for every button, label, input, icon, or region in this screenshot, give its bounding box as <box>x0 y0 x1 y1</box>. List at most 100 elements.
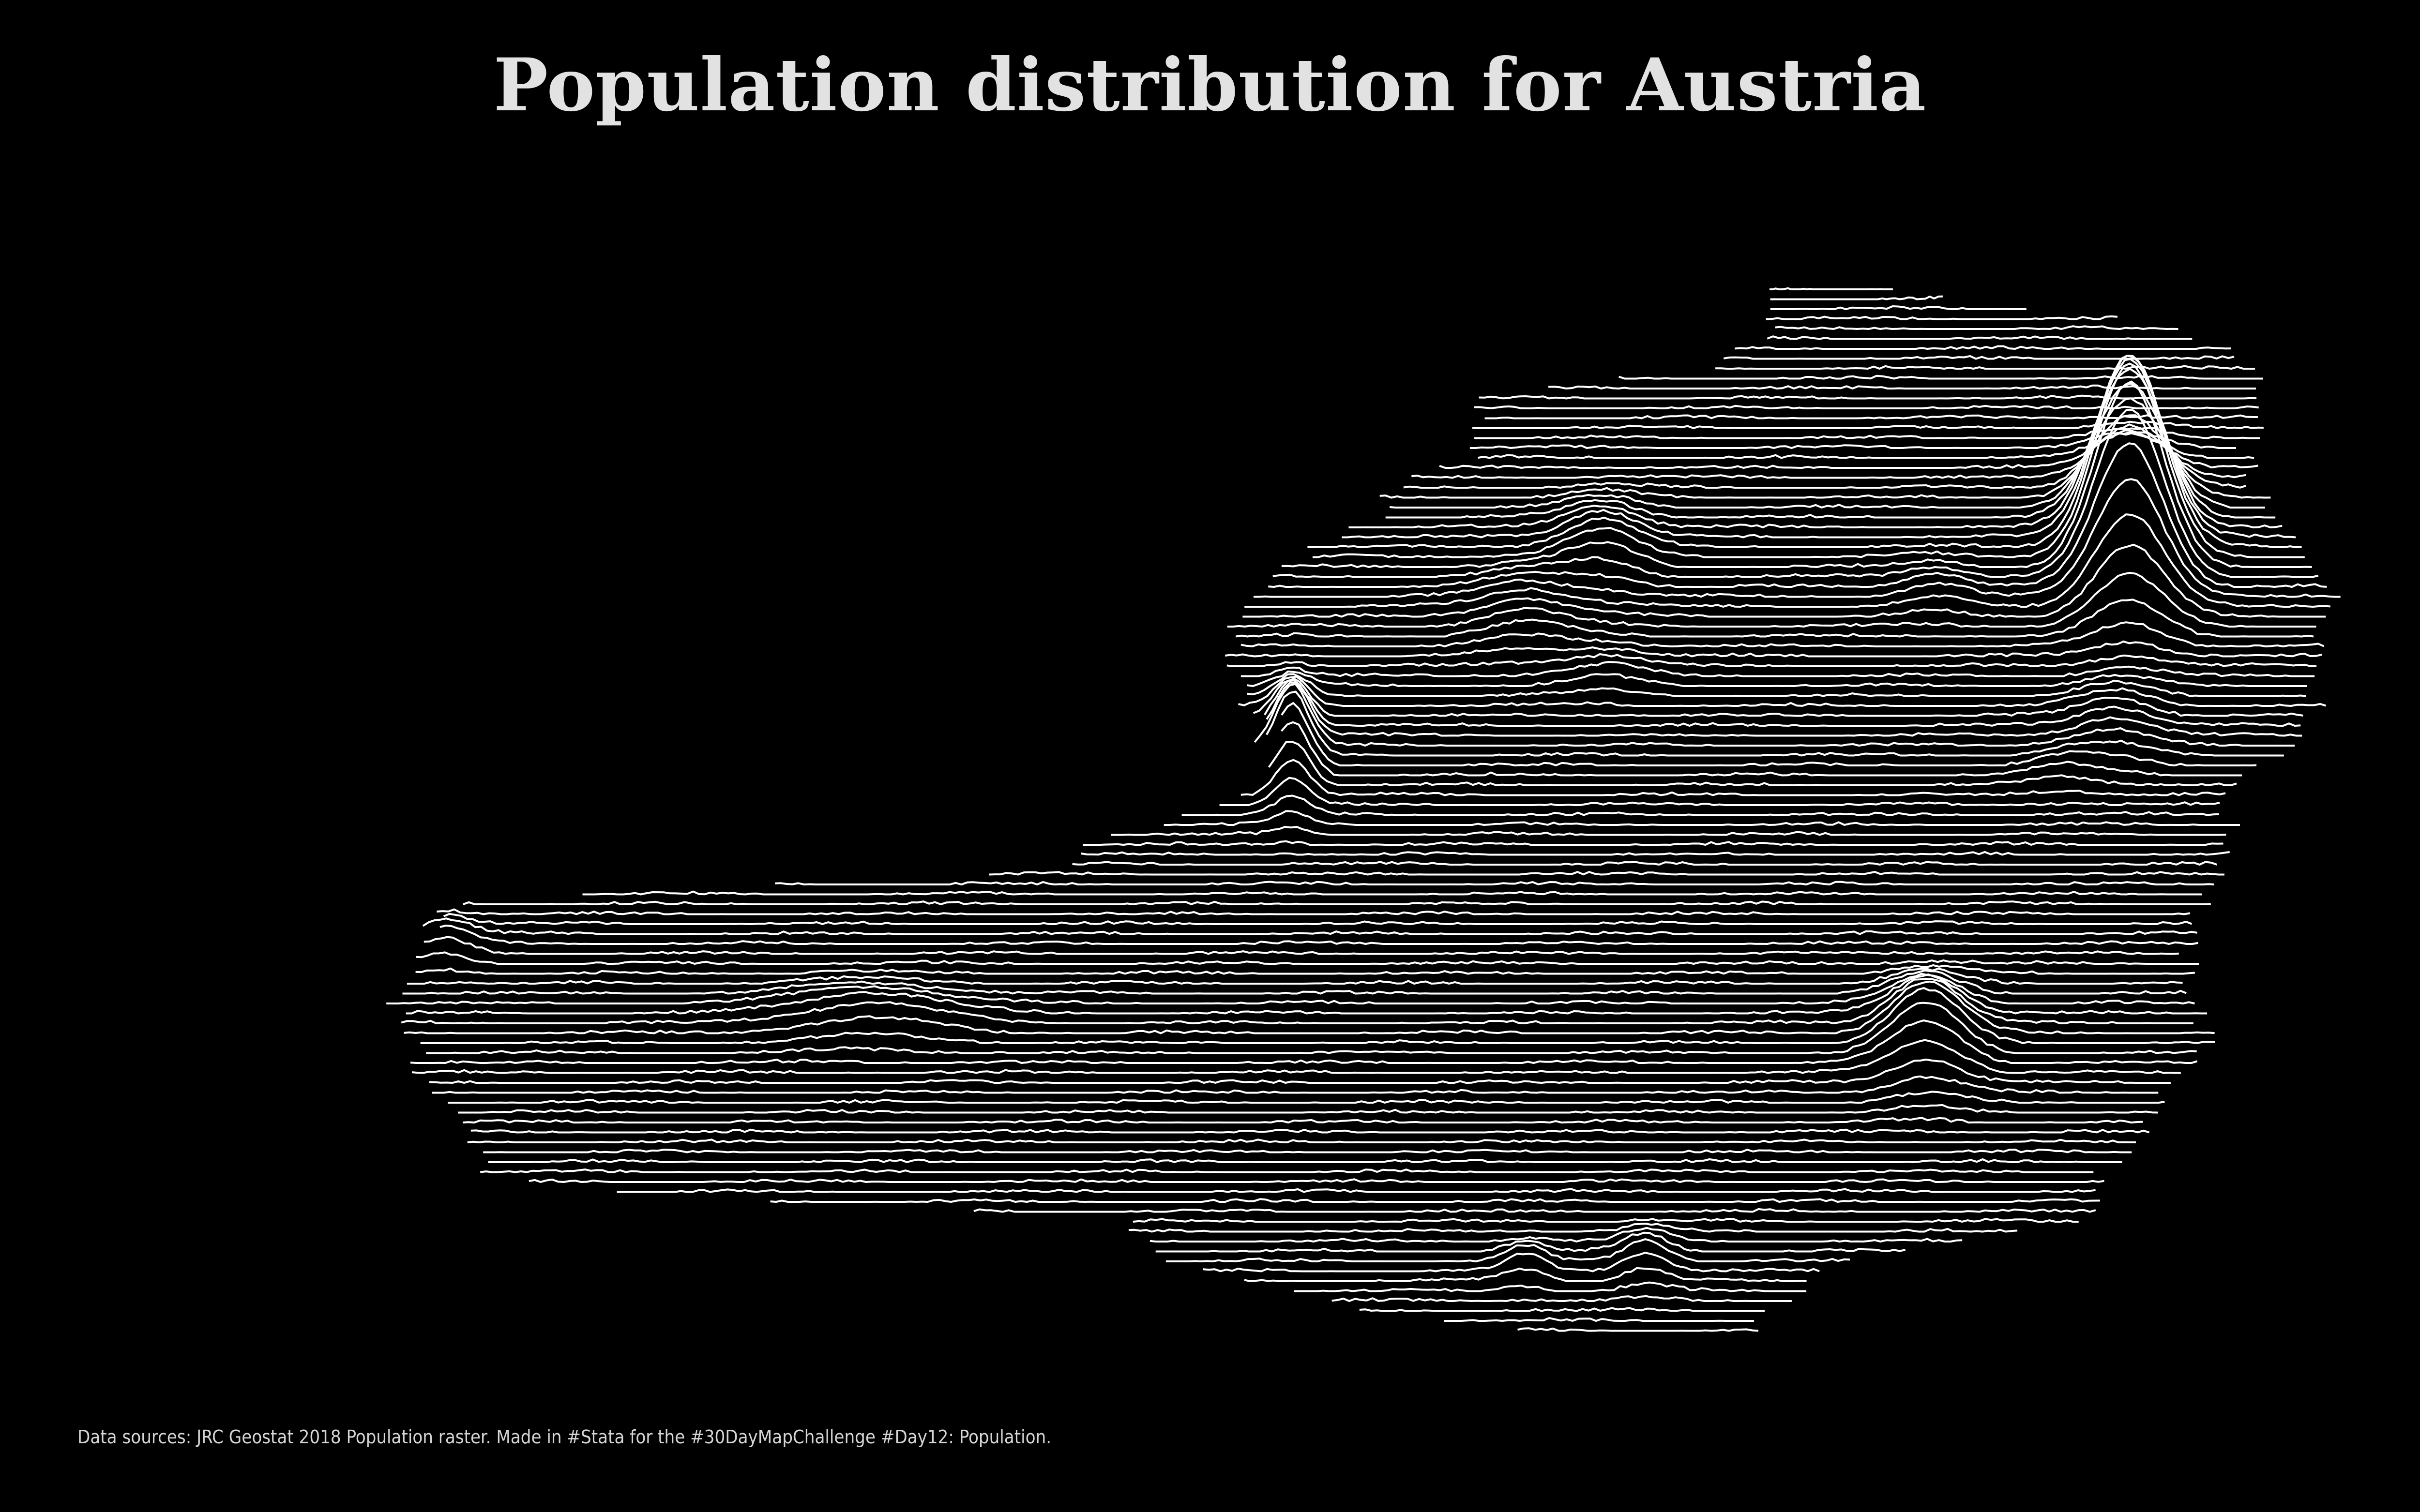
ridgeline <box>1281 380 2312 568</box>
ridgeline <box>1272 409 2319 578</box>
map-title: Population distribution for Austria <box>493 43 1927 128</box>
ridgeline <box>1081 851 2230 856</box>
ridgeline <box>1385 368 2276 519</box>
ridgeline <box>989 871 2224 876</box>
ridgeline <box>1268 442 2327 588</box>
ridgeline <box>462 1117 2143 1123</box>
ridgeline <box>1247 670 2307 687</box>
ridgeline <box>1281 702 2257 766</box>
ridgeline <box>1165 1238 1850 1262</box>
ridgeline <box>1264 679 2301 727</box>
ridgeline <box>1474 427 2260 439</box>
ridgeline <box>1770 287 1893 290</box>
ridgeline <box>411 1039 2181 1074</box>
ridgeline <box>1155 1231 1906 1253</box>
ridgelines-group <box>386 287 2341 1332</box>
ridgeline <box>458 1104 2158 1114</box>
ridgeline <box>1164 810 2240 826</box>
ridgeline <box>432 1075 2159 1094</box>
ridgeline <box>1266 681 2302 737</box>
ridgeline <box>407 968 2183 985</box>
ridgeline <box>1268 741 2237 786</box>
ridgeline <box>429 1058 2171 1084</box>
ridgeline <box>1331 1295 1792 1302</box>
ridgeline <box>424 936 2179 955</box>
ridgeline <box>1735 345 2232 350</box>
ridgeline <box>973 1208 2096 1213</box>
ridgeline <box>488 1158 2122 1163</box>
ridgeline <box>1403 414 2246 489</box>
ridgeline <box>470 1128 2150 1134</box>
ridgeline <box>775 881 2215 885</box>
ridgeline <box>1133 1218 2079 1223</box>
ridgeline <box>1083 840 2223 846</box>
ridgeline <box>1254 683 2295 747</box>
ridgeline <box>1517 1327 1759 1332</box>
ridgeline <box>1219 777 2220 806</box>
ridgeline <box>1472 420 2264 429</box>
ridgeline <box>1715 365 2255 370</box>
ridgeline <box>1240 621 2325 647</box>
ridgeline <box>1111 825 2226 836</box>
ridgeline <box>1240 759 2226 796</box>
ridgeline <box>1294 1281 1807 1292</box>
ridgeline <box>463 900 2211 905</box>
ridgeline <box>410 1019 2198 1064</box>
ridgeline <box>404 980 2215 1034</box>
ridgeline <box>1723 355 2235 360</box>
ridgeline <box>770 1198 2100 1203</box>
ridgeline <box>420 987 2215 1044</box>
ridgeline <box>1266 690 2284 757</box>
ridgeline <box>1770 305 2027 310</box>
ridgeline <box>1411 423 2246 479</box>
ridgeline <box>617 1188 2096 1193</box>
ridgeline <box>529 1178 2104 1183</box>
ridgeline <box>483 1149 2132 1153</box>
ridgeline <box>422 917 2198 935</box>
ridgeline <box>443 913 2193 925</box>
ridgeline <box>1181 794 2219 816</box>
ridgeline <box>402 969 2187 995</box>
ridgeline <box>582 890 2202 896</box>
ridgeline <box>1281 721 2242 777</box>
ridgeline <box>1203 1252 1820 1272</box>
ridgeline <box>1240 661 2315 677</box>
ridgeline <box>1244 513 2330 608</box>
ridgeline <box>1226 653 2317 667</box>
ridgeline <box>1379 397 2271 499</box>
ridgeline <box>401 977 2193 1024</box>
ridgeline <box>1242 543 2326 618</box>
ridgeline <box>1128 1223 2018 1233</box>
ridgeline <box>1359 1307 1765 1312</box>
ridgeline <box>480 1168 2094 1173</box>
ridgeline <box>1235 599 2314 638</box>
ridgeline <box>1775 325 2178 330</box>
ridgeline <box>437 908 2191 915</box>
ridgeline <box>1618 374 2263 380</box>
ridgeline <box>1238 675 2327 707</box>
ridgeline <box>1307 355 2302 548</box>
ridgeline <box>1244 1267 1807 1282</box>
ridgeline <box>1474 404 2259 409</box>
ridgeline <box>1312 362 2305 558</box>
ridgeline <box>1469 429 2236 449</box>
ridgeline <box>1072 861 2218 866</box>
ridgeline <box>448 1091 2165 1104</box>
ridgeline <box>1444 1317 1754 1322</box>
ridgeline <box>406 973 2208 1015</box>
ridgeline <box>467 1138 2136 1143</box>
ridgeline <box>1227 571 2316 628</box>
ridgeline <box>386 973 2195 1004</box>
data-source-caption: Data sources: JRC Geostat 2018 Populatio… <box>77 1426 1052 1448</box>
ridgeline <box>415 964 2195 975</box>
ridgeline <box>1484 414 2258 419</box>
ridgeline <box>1766 315 2118 320</box>
ridgeline <box>415 951 2199 965</box>
ridgeline <box>1348 358 2283 528</box>
ridgeline <box>1479 394 2257 400</box>
ridgeline <box>1246 673 2306 697</box>
ridgeline <box>1253 478 2341 598</box>
ridgeline <box>1767 335 2193 340</box>
ridgeline <box>1253 677 2303 717</box>
ridgeline <box>439 925 2198 945</box>
